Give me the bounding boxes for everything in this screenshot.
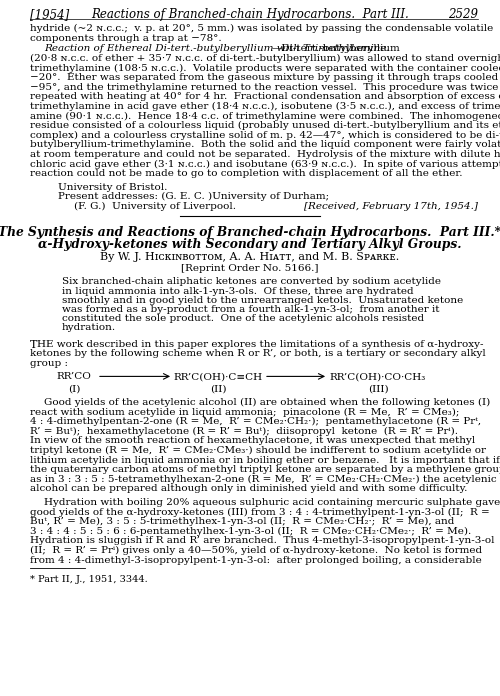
Text: (II): (II) (210, 384, 226, 393)
Text: amine (90·1 ɴ.ᴄ.ᴄ.).  Hence 18·4 c.c. of trimethylamine were combined.  The inho: amine (90·1 ɴ.ᴄ.ᴄ.). Hence 18·4 c.c. of … (30, 111, 500, 120)
Text: complex) and a colourless crystalline solid of m. p. 42—47°, which is considered: complex) and a colourless crystalline so… (30, 131, 500, 140)
Text: reaction could not be made to go to completion with displacement of all the ethe: reaction could not be made to go to comp… (30, 169, 462, 178)
Text: By W. J. Hɪᴄᴋɪɴʙᴏᴛᴛᴏᴍ, A. A. Hɪᴀᴛᴛ, and M. B. Sᴘᴀʀᴋᴇ.: By W. J. Hɪᴄᴋɪɴʙᴏᴛᴛᴏᴍ, A. A. Hɪᴀᴛᴛ, and … (100, 253, 400, 262)
Text: (F. G.)  University of Liverpool.: (F. G.) University of Liverpool. (74, 202, 236, 211)
Text: chloric acid gave ether (3·1 ɴ.ᴄ.ᴄ.) and isobutane (63·9 ɴ.ᴄ.ᴄ.).  In spite of v: chloric acid gave ether (3·1 ɴ.ᴄ.ᴄ.) and… (30, 159, 500, 168)
Text: good yields of the α-hydroxy-ketones (III) from 3 : 4 : 4-trimethylpent-1-yn-3-o: good yields of the α-hydroxy-ketones (II… (30, 507, 490, 516)
Text: butylberyllium-trimethylamine.  Both the solid and the liquid component were fai: butylberyllium-trimethylamine. Both the … (30, 140, 500, 149)
Text: Present addresses: (G. E. C. )University of Durham;: Present addresses: (G. E. C. )University… (58, 192, 329, 201)
Text: hydride (~2 ɴ.ᴄ.ᴄ.;  v. p. at 20°, 5 mm.) was isolated by passing the condensabl: hydride (~2 ɴ.ᴄ.ᴄ.; v. p. at 20°, 5 mm.)… (30, 24, 493, 33)
Text: −20°.  Ether was separated from the gaseous mixture by passing it through traps : −20°. Ether was separated from the gaseo… (30, 73, 500, 82)
Text: ketones by the following scheme when R or R’, or both, is a tertiary or secondar: ketones by the following scheme when R o… (30, 349, 486, 358)
Text: [Reprint Order No. 5166.]: [Reprint Order No. 5166.] (181, 264, 319, 274)
Text: RR’C(OH)·CO·CH₃: RR’C(OH)·CO·CH₃ (330, 372, 426, 381)
Text: Hydration is sluggish if R and R’ are branched.  Thus 4-methyl-3-isopropylpent-1: Hydration is sluggish if R and R’ are br… (30, 537, 494, 546)
Text: Good yields of the acetylenic alcohol (II) are obtained when the following keton: Good yields of the acetylenic alcohol (I… (44, 398, 490, 407)
Text: Six branched-chain aliphatic ketones are converted by sodium acetylide: Six branched-chain aliphatic ketones are… (62, 278, 441, 286)
Text: react with sodium acetylide in liquid ammonia;  pinacolone (R = Me,  R’ = CMe₃);: react with sodium acetylide in liquid am… (30, 408, 460, 417)
Text: group :: group : (30, 359, 68, 367)
Text: smoothly and in good yield to the unrearranged ketols.  Unsaturated ketone: smoothly and in good yield to the unrear… (62, 296, 463, 305)
Text: Buᵗ, R’ = Me), 3 : 5 : 5-trimethylhex-1-yn-3-ol (II;  R = CMe₂·CH₂·;  R’ = Me), : Buᵗ, R’ = Me), 3 : 5 : 5-trimethylhex-1-… (30, 517, 454, 526)
Text: components through a trap at −78°.: components through a trap at −78°. (30, 33, 222, 42)
Text: residue consisted of a colourless liquid (probably unused di-tert.-butylberylliu: residue consisted of a colourless liquid… (30, 121, 500, 130)
Text: In view of the smooth reaction of hexamethylacetone, it was unexpected that meth: In view of the smooth reaction of hexame… (30, 436, 475, 445)
Text: the quaternary carbon atoms of methyl triptyl ketone are separated by a methylen: the quaternary carbon atoms of methyl tr… (30, 465, 500, 474)
Text: triptyl ketone (R = Me,  R’ = CMe₂·CMe₃·) should be indifferent to sodium acetyl: triptyl ketone (R = Me, R’ = CMe₂·CMe₃·)… (30, 446, 486, 455)
Text: as in 3 : 3 : 5 : 5-tetramethylhexan-2-one (R = Me,  R’ = CMe₂·CH₂·CMe₂·) the ac: as in 3 : 3 : 5 : 5-tetramethylhexan-2-o… (30, 475, 496, 484)
Text: was formed as a by-product from a fourth alk-1-yn-3-ol;  from another it: was formed as a by-product from a fourth… (62, 305, 440, 314)
Text: RR’C(OH)·C≡CH: RR’C(OH)·C≡CH (174, 372, 262, 381)
Text: The Synthesis and Reactions of Branched-chain Hydrocarbons.  Part III.*: The Synthesis and Reactions of Branched-… (0, 226, 500, 239)
Text: 3 : 4 : 4 : 5 : 5 : 6 : 6-pentamethylhex-1-yn-3-ol (II;  R = CMe₂·CH₂·CMe₂·;  R’: 3 : 4 : 4 : 5 : 5 : 6 : 6-pentamethylhex… (30, 527, 471, 536)
Text: [1954]: [1954] (30, 8, 69, 21)
Text: Hydration with boiling 20% aqueous sulphuric acid containing mercuric sulphate g: Hydration with boiling 20% aqueous sulph… (44, 498, 500, 507)
Text: constituted the sole product.  One of the acetylenic alcohols resisted: constituted the sole product. One of the… (62, 314, 424, 323)
Text: University of Bristol.: University of Bristol. (58, 182, 168, 191)
Text: Reactions of Branched-chain Hydrocarbons.  Part III.: Reactions of Branched-chain Hydrocarbons… (91, 8, 409, 21)
Text: (20·8 ɴ.ᴄ.ᴄ. of ether + 35·7 ɴ.ᴄ.ᴄ. of di-tert.-butylberyllium) was allowed to s: (20·8 ɴ.ᴄ.ᴄ. of ether + 35·7 ɴ.ᴄ.ᴄ. of d… (30, 54, 500, 63)
Text: (I): (I) (68, 384, 80, 393)
Text: 4 : 4-dimethylpentan-2-one (R = Me,  R’ = CMe₂·CH₂·);  pentamethylacetone (R = P: 4 : 4-dimethylpentan-2-one (R = Me, R’ =… (30, 417, 481, 427)
Text: repeated with heating at 40° for 4 hr.  Fractional condensation and absorption o: repeated with heating at 40° for 4 hr. F… (30, 92, 500, 101)
Text: trimethylamine (108·5 ɴ.ᴄ.ᴄ.).  Volatile products were separated with the contai: trimethylamine (108·5 ɴ.ᴄ.ᴄ.). Volatile … (30, 63, 500, 72)
Text: α-Hydroxy-ketones with Secondary and Tertiary Alkyl Groups.: α-Hydroxy-ketones with Secondary and Ter… (38, 239, 462, 251)
Text: 2529: 2529 (448, 8, 478, 21)
Text: —Di-tert.-butylberyllium: —Di-tert.-butylberyllium (272, 45, 401, 53)
Text: Reaction of Ethereal Di-tert.-butylberyllium with Trimethylamine.: Reaction of Ethereal Di-tert.-butylberyl… (44, 45, 390, 53)
Text: RR’CO: RR’CO (56, 372, 92, 381)
Text: (II;  R = R’ = Prⁱ) gives only a 40—50%, yield of α-hydroxy-ketone.  No ketol is: (II; R = R’ = Prⁱ) gives only a 40—50%, … (30, 546, 482, 555)
Text: lithium acetylide in liquid ammonia or in boiling ether or benzene.   It is impo: lithium acetylide in liquid ammonia or i… (30, 456, 500, 465)
Text: T: T (30, 340, 38, 349)
Text: hydration.: hydration. (62, 324, 116, 333)
Text: R’ = Buᵗ);  hexamethylacetone (R = R’ = Buᵗ);  diisopropyl  ketone  (R = R’ = Pr: R’ = Buᵗ); hexamethylacetone (R = R’ = B… (30, 427, 458, 436)
Text: in liquid ammonia into alk-1-yn-3-ols.  Of these, three are hydrated: in liquid ammonia into alk-1-yn-3-ols. O… (62, 287, 414, 296)
Text: * Part II, J., 1951, 3344.: * Part II, J., 1951, 3344. (30, 575, 148, 584)
Text: [Received, February 17th, 1954.]: [Received, February 17th, 1954.] (304, 202, 478, 211)
Text: at room temperature and could not be separated.  Hydrolysis of the mixture with : at room temperature and could not be sep… (30, 150, 500, 159)
Text: from 4 : 4-dimethyl-3-isopropylpent-1-yn-3-ol:  after prolonged boiling, a consi: from 4 : 4-dimethyl-3-isopropylpent-1-yn… (30, 555, 482, 564)
Text: −95°, and the trimethylamine returned to the reaction vessel.  This procedure wa: −95°, and the trimethylamine returned to… (30, 83, 498, 92)
Text: trimethylamine in acid gave ether (18·4 ɴ.ᴄ.ᴄ.), isobutene (3·5 ɴ.ᴄ.ᴄ.), and exc: trimethylamine in acid gave ether (18·4 … (30, 102, 500, 111)
Text: (III): (III) (368, 384, 388, 393)
Text: HE work described in this paper explores the limitations of a synthesis of α-hyd: HE work described in this paper explores… (37, 340, 484, 349)
Text: alcohol can be prepared although only in diminished yield and with some difficul: alcohol can be prepared although only in… (30, 484, 468, 493)
